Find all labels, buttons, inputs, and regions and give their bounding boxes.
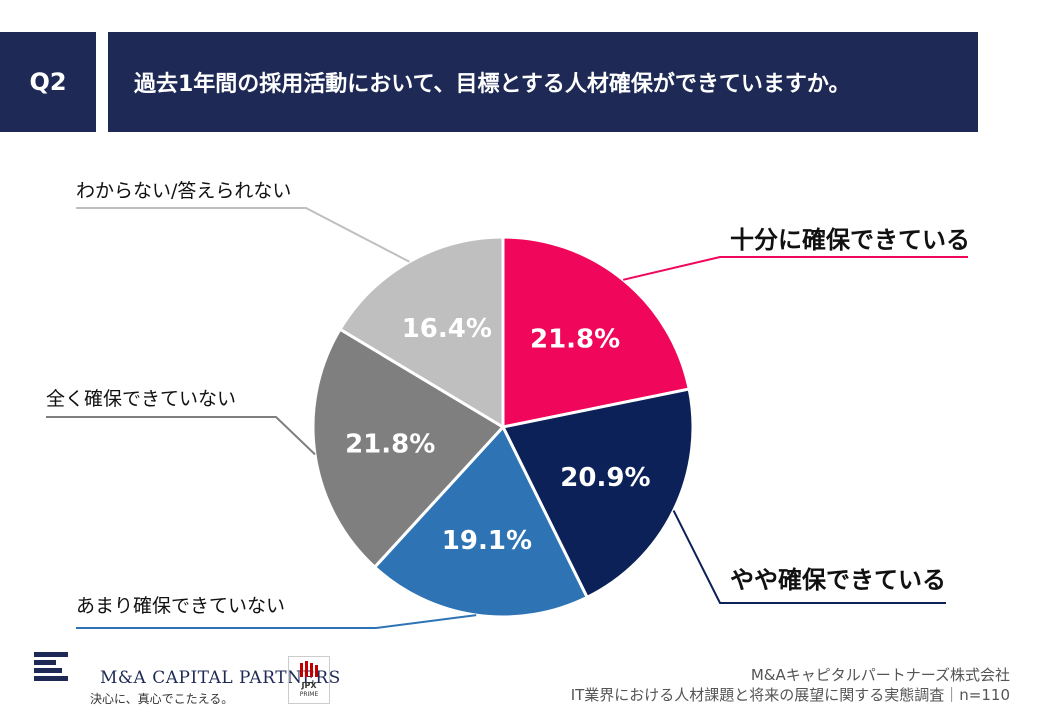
- question-number: Q2: [0, 32, 96, 132]
- category-label: あまり確保できていない: [76, 595, 285, 617]
- logo-mark-icon: [34, 652, 68, 681]
- category-label: 十分に確保できている: [730, 226, 970, 254]
- jpx-label: JPX: [301, 681, 317, 690]
- category-label: やや確保できている: [730, 566, 946, 594]
- logo-tagline: 決心に、真心でこたえる。: [90, 692, 234, 706]
- callout-line: [622, 256, 968, 281]
- jpx-prime-badge: JPX PRIME: [288, 656, 330, 704]
- data-label: 19.1%: [442, 526, 532, 556]
- pie-slice: [500, 387, 695, 600]
- pie-slice: [311, 327, 506, 570]
- pie-slice: [501, 235, 691, 429]
- data-label: 16.4%: [402, 314, 492, 344]
- logo-text: M&A CAPITAL PARTNERS: [100, 668, 341, 688]
- callout-line: [46, 416, 316, 456]
- data-label: 21.8%: [530, 325, 620, 355]
- category-label: わからない/答えられない: [76, 180, 291, 202]
- callout-line: [672, 510, 946, 604]
- data-label: 20.9%: [560, 463, 650, 493]
- data-label: 21.8%: [345, 429, 435, 459]
- jpx-sub: PRIME: [299, 691, 319, 698]
- footer-company: M&Aキャピタルパートナーズ株式会社: [750, 666, 1010, 684]
- pie-slice: [372, 424, 590, 619]
- callout-line: [76, 207, 410, 263]
- page-title: 過去1年間の採用活動において、目標とする人材確保ができていますか。: [108, 32, 978, 132]
- jpx-icon: [300, 661, 318, 677]
- category-label: 全く確保できていない: [46, 388, 236, 410]
- footer-survey: IT業界における人材課題と将来の展望に関する実態調査｜n=110: [570, 686, 1010, 704]
- callout-line: [76, 614, 477, 629]
- company-logo: M&A CAPITAL PARTNERS 決心に、真心でこたえる。: [30, 648, 340, 706]
